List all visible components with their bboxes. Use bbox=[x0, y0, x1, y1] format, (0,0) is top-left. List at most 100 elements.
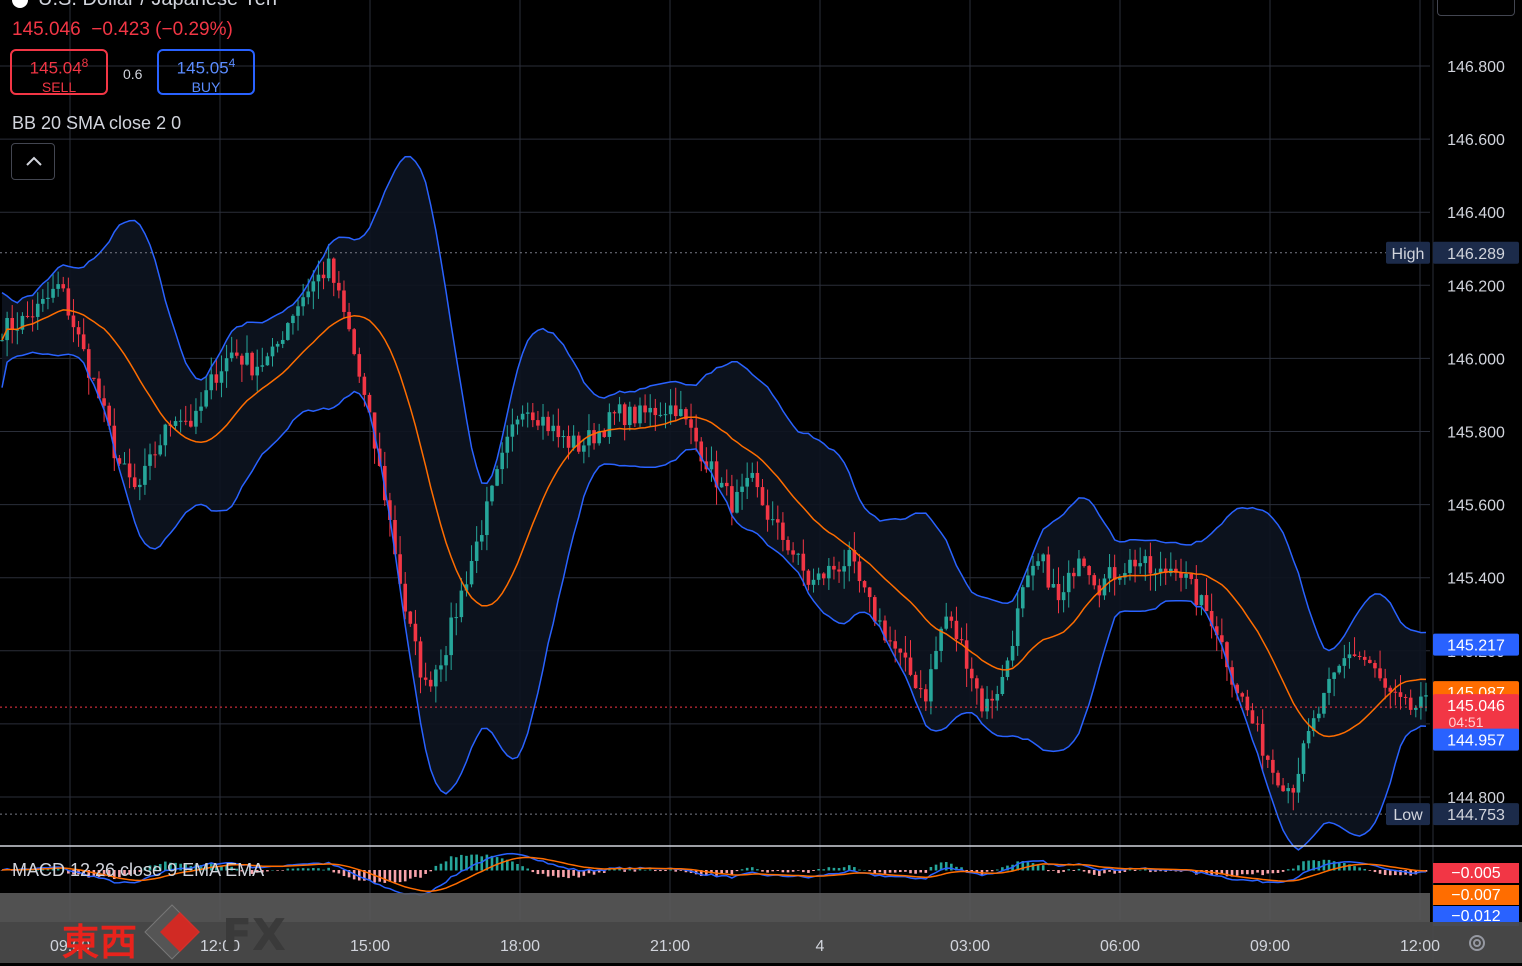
macd-histogram-bar bbox=[332, 870, 336, 873]
macd-histogram-bar bbox=[847, 865, 851, 871]
macd-histogram-bar bbox=[638, 868, 642, 871]
candle-body bbox=[1398, 692, 1403, 697]
candle-body bbox=[234, 352, 239, 356]
candle-body bbox=[679, 409, 683, 417]
candle-body bbox=[117, 458, 122, 464]
macd-histogram-bar bbox=[82, 870, 85, 876]
macd-histogram-bar bbox=[1281, 870, 1285, 872]
collapse-indicators-button[interactable] bbox=[11, 143, 55, 180]
macd-histogram-bar bbox=[393, 870, 397, 883]
macd-histogram-bar bbox=[475, 854, 478, 871]
macd-histogram-bar bbox=[1067, 869, 1071, 871]
candle-body bbox=[81, 334, 86, 350]
candle-body bbox=[331, 258, 336, 283]
candle-body bbox=[1413, 707, 1418, 710]
candle-body bbox=[1230, 667, 1234, 685]
sell-button[interactable]: 145.048 SELL bbox=[10, 49, 108, 95]
price-marker-high bbox=[1433, 241, 1519, 264]
candle-body bbox=[821, 573, 826, 579]
candle-body bbox=[250, 352, 254, 376]
candle-body bbox=[1020, 587, 1025, 609]
price-tick-label: 145.800 bbox=[1447, 425, 1505, 442]
candle-body bbox=[1138, 563, 1142, 567]
price-marker-tag bbox=[1386, 241, 1430, 264]
candle-body bbox=[898, 648, 903, 653]
macd-histogram-bar bbox=[771, 870, 774, 872]
macd-histogram-bar bbox=[633, 870, 637, 872]
candle-body bbox=[1276, 772, 1280, 786]
price-marker-label: High bbox=[1392, 246, 1425, 263]
candle-body bbox=[388, 500, 392, 520]
candle-body bbox=[1342, 658, 1347, 666]
macd-histogram-bar bbox=[1235, 870, 1239, 876]
candle-body bbox=[1260, 723, 1265, 756]
price-marker-lower bbox=[1433, 728, 1519, 751]
macd-histogram-bar bbox=[1149, 870, 1152, 873]
candle-body bbox=[954, 620, 959, 640]
candle-body bbox=[582, 445, 586, 452]
top-right-control[interactable] bbox=[1437, 0, 1515, 16]
candle-body bbox=[862, 581, 867, 588]
macd-signal-line bbox=[1, 856, 1427, 892]
candle-body bbox=[1163, 568, 1168, 574]
candle-body bbox=[183, 420, 188, 422]
candle-body bbox=[1072, 572, 1076, 577]
macd-histogram-bar bbox=[1041, 865, 1045, 871]
time-tick-label: 09:00 bbox=[50, 938, 90, 955]
candle-body bbox=[1061, 592, 1066, 601]
bb-lower-line bbox=[1, 351, 1427, 851]
macd-histogram-bar bbox=[271, 869, 274, 871]
candle-body bbox=[296, 306, 300, 316]
macd-histogram-bar bbox=[1225, 870, 1229, 877]
macd-histogram-bar bbox=[434, 865, 438, 871]
buy-button[interactable]: 145.054 BUY bbox=[157, 49, 255, 95]
macd-histogram-bar bbox=[1363, 868, 1367, 871]
us-flag-icon bbox=[12, 0, 28, 8]
candle-body bbox=[301, 297, 305, 307]
macd-histogram-bar bbox=[169, 862, 172, 871]
candle-body bbox=[1327, 678, 1331, 693]
macd-histogram-bar bbox=[898, 870, 902, 873]
gear-icon[interactable] bbox=[1466, 932, 1488, 954]
candle-body bbox=[719, 482, 724, 488]
macd-histogram-bar bbox=[322, 869, 325, 871]
candle-body bbox=[1036, 561, 1040, 566]
candle-body bbox=[286, 323, 290, 340]
candle-body bbox=[199, 406, 203, 411]
macd-histogram-bar bbox=[1276, 870, 1280, 873]
candle-body bbox=[403, 583, 408, 612]
bb-indicator-label[interactable]: BB 20 SMA close 2 0 bbox=[12, 113, 182, 133]
macd-histogram-bar bbox=[250, 870, 254, 874]
candle-body bbox=[41, 298, 45, 304]
candle-body bbox=[1357, 655, 1362, 657]
macd-histogram-bar bbox=[541, 870, 545, 874]
macd-histogram-bar bbox=[133, 870, 137, 875]
candle-body bbox=[61, 284, 66, 289]
macd-histogram-bar bbox=[1348, 864, 1351, 871]
candle-body bbox=[592, 430, 596, 444]
macd-histogram-bar bbox=[454, 857, 458, 871]
macd-histogram-bar bbox=[429, 870, 433, 872]
candle-body bbox=[138, 484, 142, 488]
macd-histogram-bar bbox=[1297, 865, 1300, 871]
candle-body bbox=[439, 665, 443, 670]
macd-histogram-bar bbox=[1230, 870, 1234, 877]
macd-histogram-bar bbox=[710, 870, 713, 874]
macd-histogram-bar bbox=[1118, 870, 1122, 873]
macd-histogram-bar bbox=[623, 870, 626, 872]
macd-histogram-bar bbox=[1261, 870, 1264, 876]
candle-body bbox=[76, 327, 81, 335]
candle-body bbox=[102, 398, 106, 406]
candle-body bbox=[1204, 595, 1209, 612]
macd-histogram-bar bbox=[842, 867, 846, 871]
macd-histogram-bar bbox=[1317, 861, 1321, 871]
macd-histogram-bar bbox=[301, 868, 305, 871]
macd-histogram-bar bbox=[1169, 870, 1173, 871]
macd-histogram-bar bbox=[1128, 869, 1132, 871]
macd-histogram-bar bbox=[679, 870, 683, 871]
candle-body bbox=[847, 550, 852, 567]
macd-histogram-bar bbox=[567, 870, 570, 879]
candle-body bbox=[541, 416, 545, 426]
macd-indicator-label[interactable]: MACD 12 26 close 9 EMA EMA bbox=[12, 860, 265, 880]
